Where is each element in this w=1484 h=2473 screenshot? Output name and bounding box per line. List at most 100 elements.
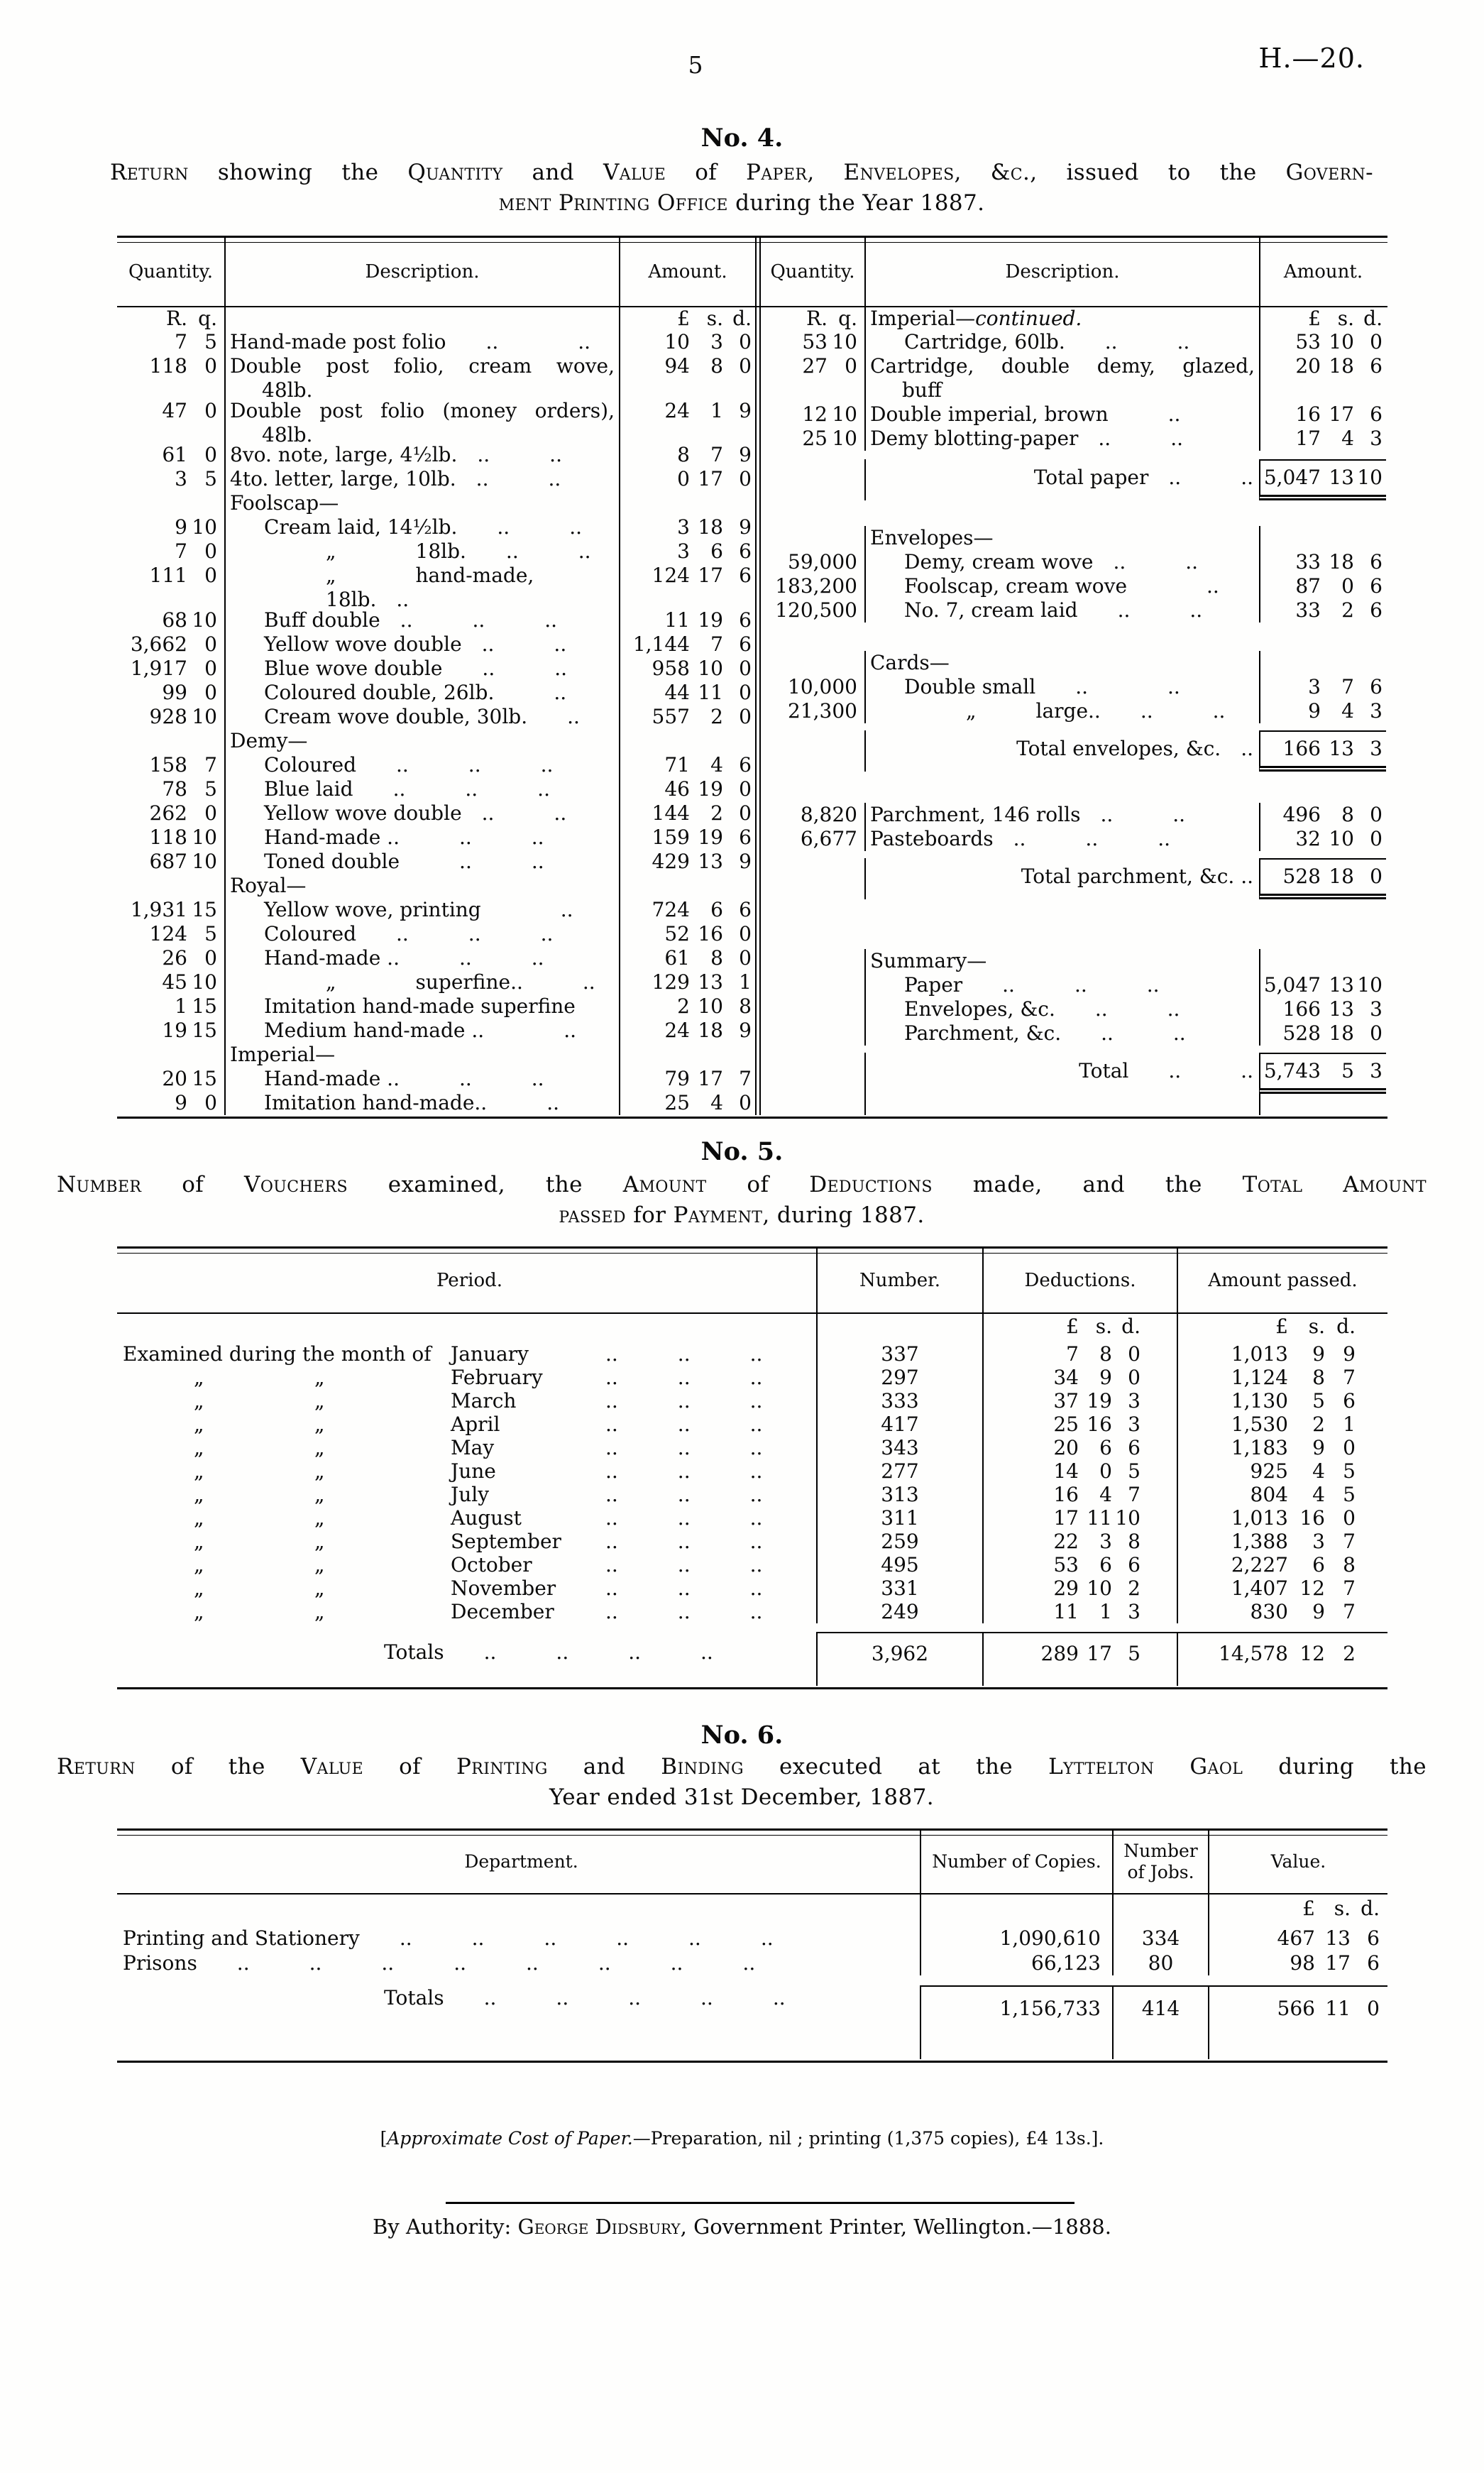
amount-part: 0 — [1367, 1997, 1380, 2020]
ditto-marks: „ „ — [123, 1483, 451, 1506]
ditto-mark: „ — [194, 1600, 204, 1623]
quantity-reams: 27 — [802, 354, 828, 378]
amount-cell — [1259, 526, 1386, 550]
description-cell: Cartridge, double demy, glazed, buff — [864, 354, 1259, 402]
total-row: Total envelopes, &c. .. 166 13 3 — [761, 730, 1386, 772]
amount-part: 37 — [1053, 1389, 1079, 1413]
amount-part: 9 — [1099, 1366, 1112, 1389]
table-no5-body: £ s. d. £ s. d. Examined during the month of Ja… — [117, 1314, 1387, 1686]
value-cell: 566 11 0 — [1208, 1985, 1387, 2028]
number-cell: 311 — [816, 1506, 982, 1530]
description-cell: Demy, cream wove .. .. — [864, 550, 1259, 574]
description-cell: Imitation hand-made.. .. — [224, 1091, 619, 1116]
amount-cell: 33 2 6 — [1259, 598, 1386, 623]
amount-part: 496 — [1282, 803, 1321, 826]
description-cell: Foolscap— — [224, 491, 619, 516]
description-cell: Cream wove double, 30lb. .. — [224, 705, 619, 730]
ditto-marks: „ „ — [123, 1553, 451, 1577]
table-row: 118 0 Double post folio, cream wove, 48lb. 9… — [117, 354, 755, 402]
ditto-marks: „ „ — [123, 1459, 451, 1483]
table-row: 183,200 Foolscap, cream wove .. 87 0 6 — [761, 574, 1386, 598]
amount-part: 2 — [677, 994, 690, 1019]
amount-part: 0 — [1343, 1436, 1356, 1459]
amount-cell: 528 18 0 — [1259, 1021, 1386, 1046]
section-label: Royal— — [230, 874, 307, 898]
amount-part: 4 — [1099, 1483, 1112, 1506]
description-cell: Summary— — [864, 949, 1259, 973]
table-row: 7 5 Hand-made post folio .. .. 10 3 0 — [117, 330, 755, 354]
table-row: 118 10 Hand-made .. .. .. 159 19 6 — [117, 826, 755, 850]
jobs-cell: 80 — [1112, 1951, 1208, 1975]
month-label: May — [451, 1436, 495, 1459]
quantity-reams: 12 — [802, 402, 828, 426]
amount-part: 10 — [1087, 1577, 1112, 1600]
amount-cell: 124 17 6 — [619, 564, 755, 609]
quantity-quires: 10 — [192, 705, 217, 729]
amount-cell: 17 4 3 — [1259, 427, 1386, 451]
table-row: 26 0 Hand-made .. .. .. 61 8 0 — [117, 946, 755, 971]
table-no6-header-row: Department. Number of Copies. Number of … — [117, 1831, 1387, 1894]
item-description: 8vo. note, large, 4½lb. .. .. — [230, 443, 562, 467]
period-cell: „ „ December.. .. .. — [117, 1600, 816, 1623]
unit-quires: q. — [838, 307, 857, 330]
item-description: „ hand-made, 18lb. .. — [326, 564, 534, 612]
amount-part: 5 — [1343, 1483, 1356, 1506]
column-header-number: Number. — [816, 1249, 982, 1312]
title-line: ment Printing Office during the Year 188… — [110, 188, 1373, 219]
amount-cell: 0 17 0 — [619, 467, 755, 492]
totals-label: Totals .. .. .. .. — [384, 1640, 713, 1664]
text-segment: Total Amount — [1242, 1172, 1427, 1197]
amount-passed-cell: 1,013 9 9 — [1177, 1342, 1387, 1366]
text-segment: during the — [1243, 1754, 1427, 1780]
amount-part: 9 — [739, 398, 752, 422]
table-row: 111 0 „ hand-made, 18lb. .. 124 17 6 — [117, 564, 755, 611]
text-segment: and — [502, 160, 603, 185]
amount-part: 12 — [1299, 1642, 1325, 1665]
amount-part: 6 — [1370, 574, 1383, 598]
department-cell: Printing and Stationery .. .. .. .. .. .… — [123, 1926, 774, 1950]
amount-cell — [619, 874, 755, 899]
table-row: „ „ November.. .. .. 331 29 10 2 1,407 12 7 — [117, 1577, 1387, 1600]
totals-row: Totals .. .. .. .. .. 1,156,733 414 566 11 0 — [117, 1985, 1387, 2028]
quantity-quires: 5 — [204, 922, 217, 946]
table-no5-header-row: Period. Number. Deductions. Amount passe… — [117, 1249, 1387, 1314]
table-row: 47 0 Double post folio (money orders), 48lb… — [117, 398, 755, 446]
leader-dots: .. .. .. — [605, 1459, 763, 1483]
amount-cell: 1,144 7 6 — [619, 632, 755, 657]
amount-part: 289 — [1040, 1642, 1079, 1665]
ditto-marks: „ „ — [123, 1366, 451, 1389]
amount-part: £ — [1302, 1897, 1315, 1920]
total-row: Total parchment, &c. .. 528 18 0 — [761, 858, 1386, 899]
amount-part: 11 — [1325, 1997, 1351, 2020]
text-segment: Binding — [661, 1754, 744, 1780]
quantity-quires: 10 — [832, 330, 857, 353]
quantity-cell — [761, 526, 864, 550]
amount-part: 0 — [1370, 803, 1383, 826]
amount-part: 6 — [739, 539, 752, 564]
amount-part: 19 — [698, 826, 723, 850]
amount-part: 1,530 — [1231, 1413, 1288, 1436]
amount-part: 13 — [1329, 737, 1354, 760]
amount-part: 9 — [739, 1019, 752, 1043]
quantity-reams: 262 — [149, 801, 187, 826]
table-row: 1,931 15 Yellow wove, printing .. 724 6 6 — [117, 898, 755, 923]
item-description: Envelopes, &c. .. .. — [904, 997, 1180, 1021]
item-description: Demy blotting-paper .. .. — [870, 427, 1183, 450]
quantity-cell: 53 10 — [761, 330, 864, 354]
quantity-quires: 5 — [204, 467, 217, 491]
amount-cell: 24 1 9 — [619, 398, 755, 444]
text-segment: Value — [300, 1754, 364, 1780]
quantity-cell — [761, 1094, 864, 1115]
amount-cell: 3 18 9 — [619, 515, 755, 540]
text-segment: Value — [603, 160, 666, 185]
quantity-cell: 26 0 — [117, 946, 224, 970]
filler-row — [117, 2028, 1387, 2059]
amount-part: 528 — [1282, 865, 1321, 888]
amount-part: 3 — [1370, 737, 1383, 760]
department-cell: Totals .. .. .. .. .. — [117, 1985, 920, 2028]
amount-passed-cell: 1,013 16 0 — [1177, 1506, 1387, 1530]
table-row: „ „ February.. .. .. 297 34 9 0 1,124 8 7 — [117, 1366, 1387, 1389]
